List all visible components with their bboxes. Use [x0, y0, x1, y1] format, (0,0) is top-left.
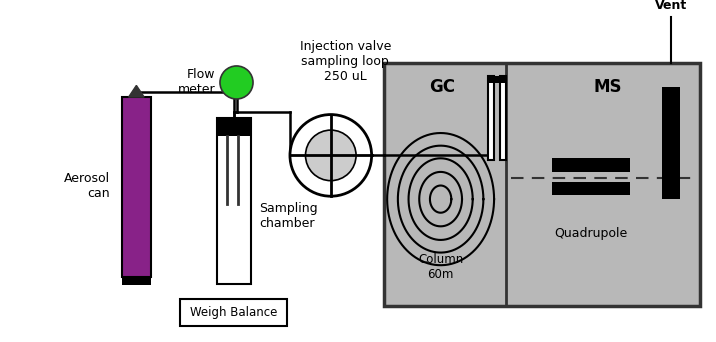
Text: Quadrupole: Quadrupole [555, 227, 628, 240]
Bar [500, 76, 505, 160]
Bar [553, 158, 630, 172]
Text: Injection valve
sampling loop
250 uL: Injection valve sampling loop 250 uL [300, 40, 391, 83]
Text: MS: MS [594, 78, 622, 96]
Bar [384, 63, 700, 306]
Polygon shape [129, 86, 144, 97]
Bar [180, 299, 287, 327]
Text: Weigh Balance: Weigh Balance [190, 306, 277, 319]
Bar [662, 87, 679, 199]
Bar [122, 277, 151, 285]
Bar [488, 76, 494, 160]
Text: Vent: Vent [655, 0, 687, 12]
Text: Column
60m: Column 60m [418, 253, 463, 281]
Circle shape [220, 66, 253, 99]
Text: Aerosol
can: Aerosol can [64, 172, 110, 200]
Bar [122, 97, 151, 277]
Text: Sampling
chamber: Sampling chamber [259, 202, 317, 229]
Text: Flow
meter: Flow meter [178, 68, 215, 96]
Bar [488, 76, 505, 83]
Bar [217, 118, 251, 136]
Text: GC: GC [430, 78, 455, 96]
Bar [553, 182, 630, 195]
Circle shape [306, 130, 356, 181]
Circle shape [290, 115, 372, 196]
Bar [217, 118, 251, 284]
